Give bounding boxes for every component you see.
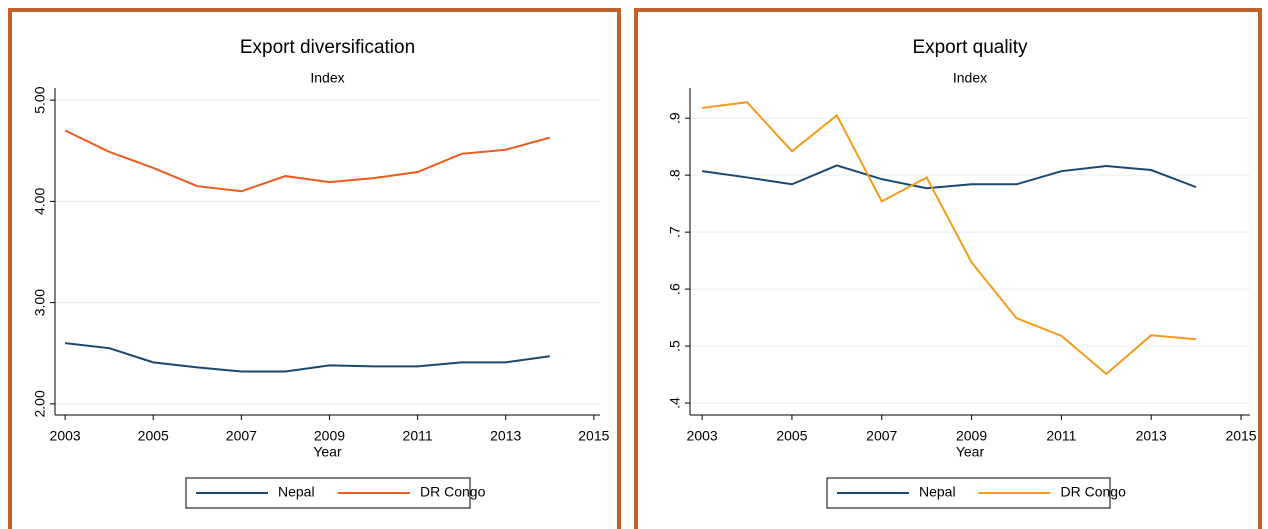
- y-tick-label: .6: [667, 283, 683, 295]
- chart-title: Export quality: [912, 37, 1028, 58]
- x-axis-label: Year: [956, 444, 985, 460]
- x-tick-label: 2009: [956, 428, 987, 444]
- x-tick-label: 2013: [490, 428, 521, 444]
- y-tick-label: .5: [667, 340, 683, 352]
- line: [701, 101, 1197, 376]
- x-tick-label: 2005: [776, 428, 807, 444]
- panel-border: [8, 8, 621, 529]
- x-tick-label: 2005: [138, 428, 169, 444]
- y-tick-label: 3.00: [32, 289, 48, 316]
- x-tick-label: 2009: [314, 428, 345, 444]
- x-tick-label: 2003: [687, 428, 718, 444]
- x-tick-label: 2015: [1225, 428, 1256, 444]
- x-tick-label: 2003: [50, 428, 81, 444]
- legend-label: DR Congo: [420, 484, 486, 500]
- y-tick-label: .4: [667, 397, 683, 409]
- legend-box: [185, 477, 471, 509]
- y-tick-label: 4.00: [32, 188, 48, 215]
- legend-label: Nepal: [919, 484, 956, 500]
- line: [64, 129, 551, 193]
- x-tick-label: 2013: [1136, 428, 1167, 444]
- y-tick-label: .9: [667, 112, 683, 124]
- chart-title: Export diversification: [240, 37, 415, 58]
- legend-label: DR Congo: [1061, 484, 1127, 500]
- y-tick-label: 2.00: [32, 390, 48, 417]
- x-tick-label: 2007: [866, 428, 897, 444]
- y-tick-label: 5.00: [32, 86, 48, 113]
- chart-subtitle: Index: [953, 70, 987, 86]
- legend-label: Nepal: [278, 484, 315, 500]
- panel-border: [634, 8, 1262, 529]
- x-axis-label: Year: [313, 444, 342, 460]
- y-tick-label: .7: [667, 226, 683, 238]
- x-tick-label: 2011: [1046, 428, 1076, 444]
- chart-subtitle: Index: [310, 70, 344, 86]
- x-tick-label: 2015: [578, 428, 609, 444]
- line: [65, 342, 550, 373]
- x-tick-label: 2011: [403, 428, 433, 444]
- x-tick-label: 2007: [226, 428, 257, 444]
- line: [701, 164, 1197, 190]
- y-tick-label: .8: [667, 169, 683, 181]
